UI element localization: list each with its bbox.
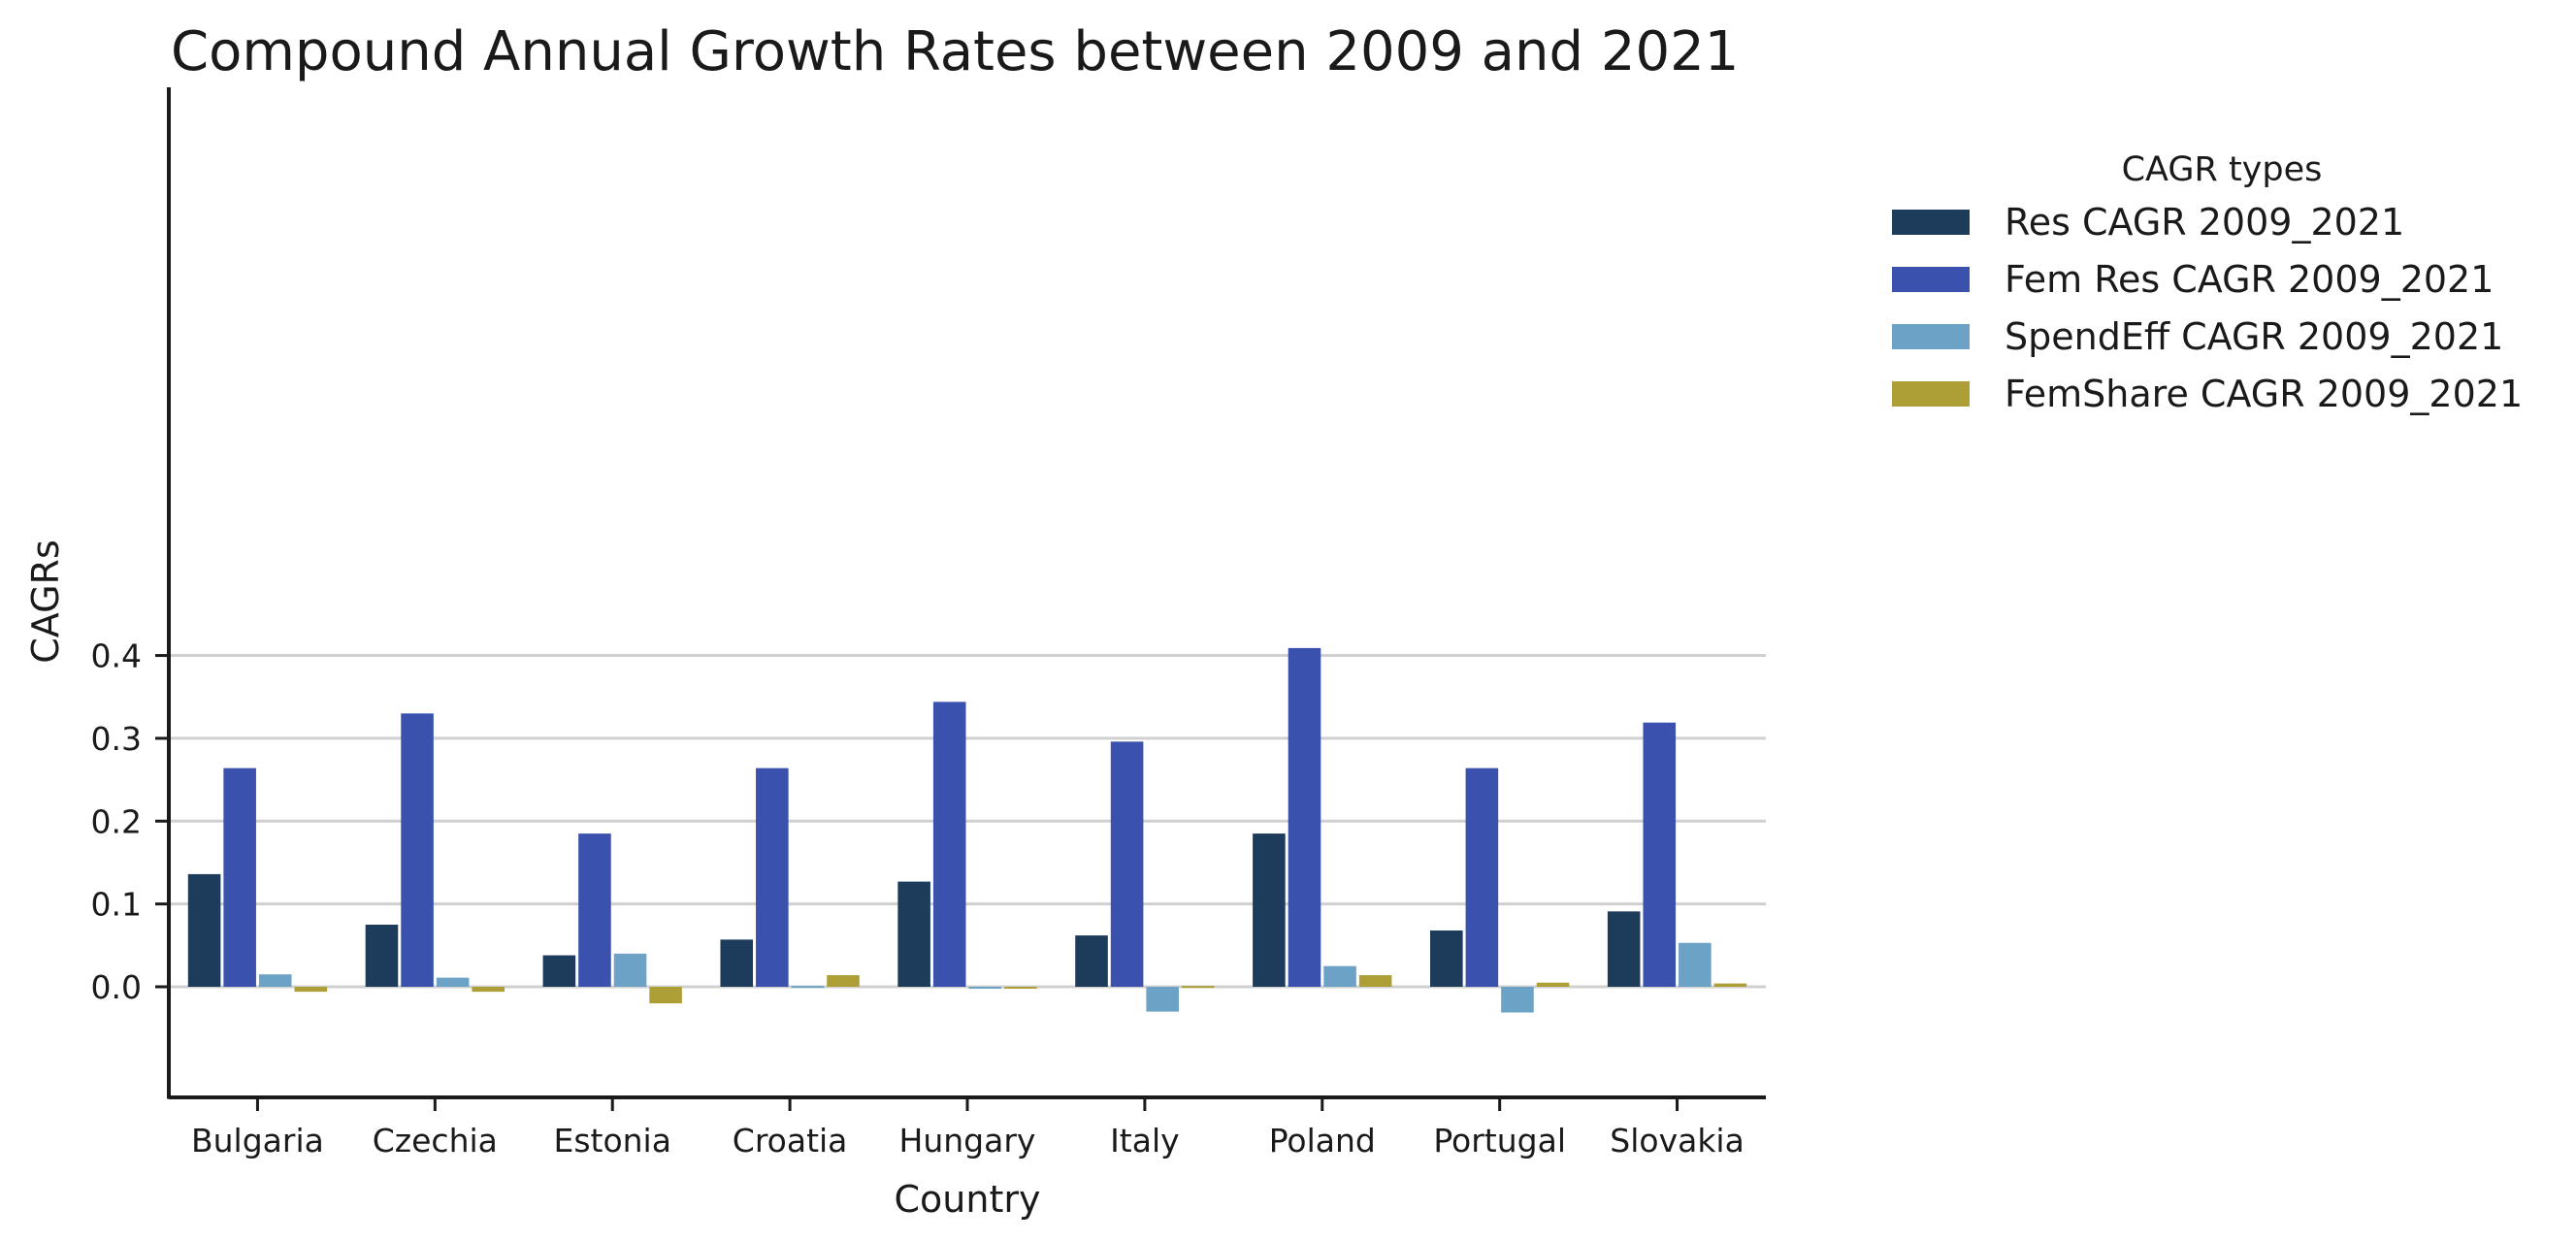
legend-swatch [1892, 381, 1970, 407]
bar [1075, 935, 1108, 987]
legend-label: Fem Res CAGR 2009_2021 [2005, 258, 2494, 301]
gridlines [169, 654, 1766, 989]
bar [791, 986, 825, 989]
x-tick-label: Hungary [899, 1122, 1036, 1159]
bar [827, 975, 860, 987]
x-tick-label: Poland [1269, 1122, 1376, 1159]
axes: 0.0 0.1 0.2 0.3 0.4 Bulgaria Czechia Estonia Cro… [91, 87, 1766, 1159]
y-tick-label: 0.0 [91, 968, 142, 1006]
bar [756, 767, 789, 987]
bar [401, 713, 434, 987]
bar [1323, 965, 1356, 987]
x-tick-label: Portugal [1433, 1122, 1566, 1159]
bar [436, 977, 470, 987]
bar [1004, 987, 1037, 989]
bar [294, 987, 328, 993]
bar [223, 767, 256, 987]
bar [578, 833, 611, 987]
bar [1679, 942, 1712, 987]
bar [897, 881, 930, 987]
bar [1536, 982, 1570, 987]
y-axis-label: CAGRs [24, 539, 67, 664]
x-tick-label: Slovakia [1610, 1122, 1745, 1159]
y-tick-label: 0.3 [91, 720, 142, 758]
bar [1465, 767, 1499, 987]
legend-swatch [1892, 267, 1970, 292]
bar [542, 955, 576, 987]
legend-swatch [1892, 324, 1970, 349]
bar [187, 873, 221, 987]
legend-label: SpendEff CAGR 2009_2021 [2005, 315, 2503, 358]
bar [365, 924, 399, 987]
y-tick-label: 0.1 [91, 886, 142, 924]
legend-swatch [1892, 210, 1970, 235]
bar [1358, 975, 1392, 987]
x-tick-label: Czechia [373, 1122, 498, 1159]
bar [1288, 647, 1321, 987]
bar [1607, 911, 1641, 987]
bar [932, 702, 966, 987]
legend: CAGR types Res CAGR 2009_2021 Fem Res CAG… [1892, 150, 2523, 415]
x-tick-label: Croatia [733, 1122, 848, 1159]
legend-label: Res CAGR 2009_2021 [2005, 201, 2404, 244]
bar [720, 939, 754, 987]
y-tick-label: 0.4 [91, 637, 142, 675]
bar [968, 987, 1002, 989]
bar [472, 987, 505, 993]
x-axis-label: Country [895, 1178, 1041, 1221]
bar [613, 953, 647, 987]
legend-label: FemShare CAGR 2009_2021 [2005, 373, 2523, 415]
legend-title: CAGR types [2122, 150, 2323, 189]
bar [1253, 833, 1286, 987]
bar [1110, 741, 1144, 987]
x-tick-label: Italy [1110, 1122, 1180, 1159]
bar [1643, 722, 1677, 987]
bars [187, 647, 1747, 1013]
bar [1501, 987, 1534, 1013]
chart-title: Compound Annual Growth Rates between 200… [171, 20, 1739, 83]
x-tick-label: Estonia [553, 1122, 670, 1159]
bar [649, 987, 682, 1004]
bar [1430, 930, 1463, 987]
bar [258, 974, 292, 987]
bar [1146, 987, 1179, 1012]
bar [1181, 986, 1215, 989]
y-tick-label: 0.2 [91, 802, 142, 840]
x-tick-label: Bulgaria [191, 1122, 324, 1159]
bar [1713, 983, 1747, 987]
